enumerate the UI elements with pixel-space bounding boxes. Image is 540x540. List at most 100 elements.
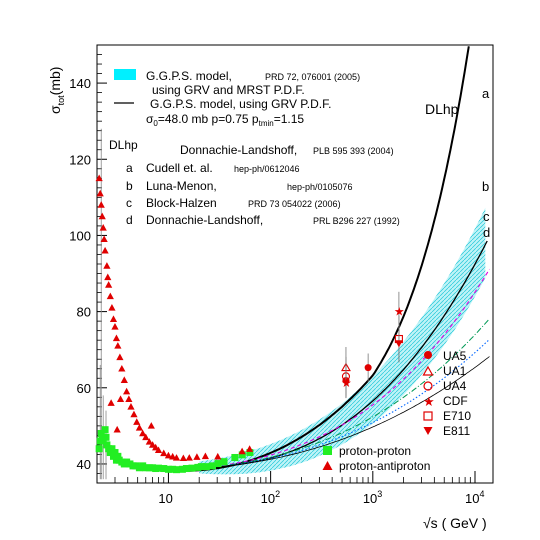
legend-band-title: G.G.P.S. model, (146, 69, 232, 83)
exp-label-ua1: UA1 (443, 364, 467, 378)
pp-point (202, 463, 210, 471)
ppbar-point (123, 387, 131, 395)
ppbar-point (108, 304, 116, 311)
ppbar-point (185, 454, 193, 461)
pp-point (178, 465, 186, 473)
legend-sigma: σ (146, 112, 154, 126)
ppbar-point (96, 189, 104, 197)
pp-point (95, 445, 103, 453)
pp-point (114, 452, 122, 460)
pp-point (231, 453, 239, 461)
ppbar-point (99, 224, 107, 231)
legend-sigma-sub: 0 (153, 119, 158, 128)
legend-line-title: G.G.P.S. model, using GRV P.D.F. (150, 97, 331, 111)
pp-point (99, 437, 107, 445)
pp-point (111, 449, 119, 457)
exp-marker-ua1 (422, 365, 434, 376)
curve-a (229, 268, 490, 465)
species-marker-pp (323, 446, 332, 455)
legend-dl-tag: DLhp (109, 138, 138, 152)
pp-point (173, 466, 181, 474)
pp-point (108, 445, 116, 453)
ppbar-point (98, 212, 106, 220)
ppbar-point (193, 453, 201, 460)
exp-marker-e811 (423, 427, 433, 435)
ppbar-point (130, 410, 138, 418)
ppbar-point (103, 262, 111, 269)
legend-entry-d-ref: PRL B296 227 (1992) (313, 216, 400, 226)
ppbar-point (160, 449, 168, 457)
y-tick-label: 140 (69, 76, 91, 91)
svg-text:σtot(mb): σtot(mb) (47, 67, 66, 114)
ppbar-point (179, 454, 187, 462)
pp-point (182, 465, 190, 473)
ppbar-point (164, 451, 173, 459)
pp-point (194, 463, 202, 471)
ppbar-point (201, 452, 209, 460)
legend-entry-a-ref: hep-ph/0612046 (234, 164, 300, 174)
he-point-cdf: ★ (394, 305, 405, 319)
legend-entry-c-letter: c (126, 196, 132, 210)
y-axis-label-main: σ (47, 105, 63, 114)
legend-entry-b-name: Luna-Menon, (146, 179, 217, 193)
y-tick-label: 100 (69, 228, 91, 243)
exp-label-ua4: UA4 (443, 379, 467, 393)
y-tick-label: 40 (77, 457, 91, 472)
ppbar-point (135, 423, 144, 431)
pp-point (238, 451, 246, 459)
pp-point (214, 460, 222, 468)
experiment-legend: UA5 UA1 UA4 ★ CDF E710 E811 (422, 349, 471, 438)
he-point-ua5 (364, 364, 372, 372)
exp-marker-ua4 (423, 381, 433, 391)
pp-point (164, 465, 172, 473)
ggps-band-layer (199, 207, 486, 475)
legend-band-pdf: using GRV and MRST P.D.F. (152, 83, 305, 97)
x-axis-label: √s ( GeV ) (423, 515, 487, 531)
legend-entry-d-name: Donnachie-Landshoff, (146, 213, 263, 227)
pp-point (155, 464, 163, 472)
y-tick-label: 60 (77, 381, 91, 396)
exp-label-ua5: UA5 (443, 349, 467, 363)
ppbar-point (105, 281, 113, 288)
y-tick-label: 120 (69, 152, 91, 167)
exp-label-cdf: CDF (443, 394, 468, 408)
ppbar-point (148, 441, 157, 448)
legend: G.G.P.S. model, PRD 72, 076001 (2005) us… (109, 69, 400, 227)
legend-entry-b-letter: b (126, 179, 133, 193)
ppbar-point (101, 246, 109, 254)
ppbar-point (120, 376, 128, 383)
ppbar-point (133, 418, 141, 425)
ppbar-point (111, 323, 119, 330)
legend-entry-c-ref: PRD 73 054022 (2006) (248, 199, 341, 209)
exp-label-e811: E811 (443, 424, 470, 438)
pp-point (160, 465, 168, 473)
curve-label-c: c (483, 209, 490, 224)
ppbar-point (95, 174, 103, 182)
species-label-pp: proton-proton (339, 444, 411, 458)
legend-ptmin-sub: tmin (259, 119, 274, 128)
species-legend: proton-proton proton-antiproton (322, 444, 430, 473)
exp-label-e710: E710 (443, 409, 471, 423)
curve-label-b: b (482, 179, 489, 194)
exp-marker-ua5 (424, 351, 432, 359)
ppbar-point (116, 395, 125, 403)
legend-entry-d-letter: d (126, 213, 133, 227)
exp-marker-cdf: ★ (423, 394, 435, 409)
pp-point (169, 465, 177, 473)
species-marker-ppbar (322, 461, 333, 470)
ppbar-point (172, 454, 181, 461)
ppbar-point (97, 201, 105, 208)
x-tick-label: 103 (363, 489, 382, 506)
axes-layer: 40 60 80 100 120 140 10 102 103 104 (69, 44, 484, 506)
legend-params-mid: =48.0 mb p=0.75 p (158, 112, 259, 126)
y-axis-label-sub: tot (56, 95, 66, 106)
pp-point (103, 441, 111, 449)
legend-params-end: =1.15 (274, 112, 305, 126)
pp-point (101, 426, 109, 434)
ppbar-point (106, 292, 114, 300)
pp-point (132, 462, 140, 470)
pp-point (102, 433, 110, 441)
ppbar-point (118, 364, 126, 372)
pp-point (98, 433, 106, 441)
y-axis-label: σtot(mb) (47, 67, 66, 114)
